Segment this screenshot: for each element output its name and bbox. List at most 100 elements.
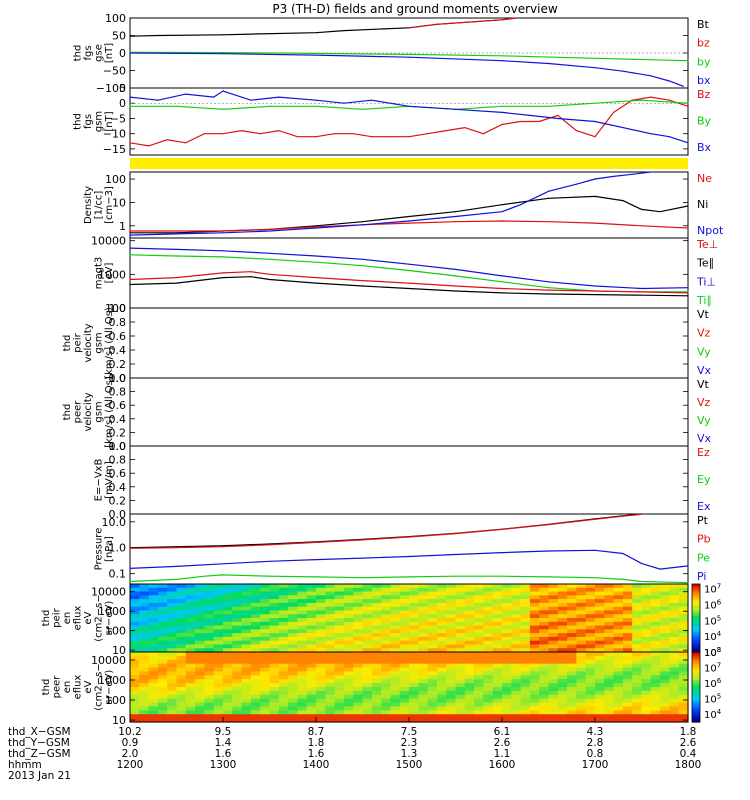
data-point (148, 145, 150, 147)
spectrogram-cell (464, 687, 475, 692)
data-point (538, 120, 540, 123)
spectrogram-cell (241, 687, 252, 692)
spectrogram-cell (650, 659, 661, 665)
spectrogram-cell (678, 621, 689, 627)
spectrogram-cell (167, 621, 178, 627)
spectrogram-cell (502, 679, 512, 684)
spectrogram-cell (548, 652, 559, 657)
spectrogram-cell (362, 694, 373, 700)
spectrogram-cell (167, 663, 178, 669)
spectrogram-cell (232, 599, 243, 604)
spectrogram-cell (130, 683, 140, 688)
y-tick-label: 10.0 (102, 516, 127, 529)
spectrogram-cell (157, 614, 168, 619)
spectrogram-cell (260, 655, 271, 661)
spectrogram-cell (250, 621, 261, 627)
spectrogram-cell (446, 683, 457, 688)
spectrogram-cell (632, 683, 643, 688)
spectrogram-cell (204, 614, 215, 619)
data-point (361, 280, 364, 282)
spectrogram-cell (278, 633, 289, 638)
spectrogram-cell (371, 618, 382, 623)
spectrogram-cell (585, 648, 596, 653)
colorbar-cell (692, 684, 700, 688)
spectrogram-cell (641, 640, 652, 646)
spectrogram-cell (139, 614, 150, 619)
spectrogram-cell (278, 648, 289, 653)
data-point (454, 575, 457, 577)
spectrogram-cell (632, 667, 643, 673)
data-point (315, 105, 317, 107)
spectrogram-cell (464, 625, 475, 630)
spectrogram-cell (213, 671, 224, 676)
spectrogram-cell (306, 718, 317, 723)
spectrogram-cell (622, 690, 633, 696)
spectrogram-cell (390, 683, 401, 688)
spectrogram-cell (557, 706, 568, 711)
spectrogram-cell (204, 648, 215, 653)
spectrogram-cell (585, 633, 596, 638)
spectrogram-cell (557, 587, 568, 593)
spectrogram-cell (557, 595, 568, 600)
spectrogram-cell (483, 718, 494, 723)
spectrogram-cell (139, 591, 150, 596)
colorbar-tick-label: 107 (704, 583, 721, 596)
spectrogram-cell (306, 610, 317, 615)
spectrogram-cell (157, 625, 168, 630)
spectrogram-cell (399, 633, 410, 638)
spectrogram-cell (241, 602, 252, 608)
spectrogram-cell (502, 621, 512, 627)
spectrogram-cell (446, 625, 457, 630)
spectrogram-cell (492, 640, 503, 646)
spectrogram-cell (213, 610, 224, 615)
spectrogram-cell (148, 640, 159, 646)
spectrogram-cell (297, 621, 308, 627)
spectrogram-cell (362, 690, 373, 696)
spectrogram-cell (557, 644, 568, 649)
spectrogram-cell (306, 683, 317, 688)
spectrogram-cell (436, 618, 447, 623)
spectrogram-cell (567, 610, 577, 615)
spectrogram-cell (409, 625, 419, 630)
spectrogram-cell (678, 710, 689, 715)
spectrogram-cell (446, 671, 457, 676)
data-point (250, 271, 252, 273)
data-point (315, 227, 317, 229)
spectrogram-cell (567, 595, 577, 600)
data-point (640, 513, 643, 515)
spectrogram-cell (641, 690, 652, 696)
spectrogram-cell (492, 595, 503, 600)
x-tick-label: 0.9 (122, 737, 139, 749)
data-point (650, 171, 652, 173)
spectrogram-cell (278, 663, 289, 669)
spectrogram-cell (595, 690, 605, 696)
spectrogram-cell (455, 655, 466, 661)
spectrogram-cell (195, 633, 205, 638)
spectrogram-cell (371, 636, 382, 642)
spectrogram-cell (269, 671, 280, 676)
spectrogram-cell (353, 618, 364, 623)
spectrogram-cell (139, 610, 150, 615)
spectrogram-cell (604, 599, 615, 604)
data-point (268, 230, 271, 232)
spectrogram-cell (483, 606, 494, 612)
spectrogram-cell (334, 629, 345, 634)
spectrogram-cell (622, 706, 633, 711)
spectrogram-cell (399, 675, 410, 680)
data-point (515, 17, 517, 19)
spectrogram-cell (185, 625, 196, 630)
spectrogram-cell (669, 591, 680, 596)
spectrogram-cell (241, 675, 252, 680)
spectrogram-cell (557, 663, 568, 669)
spectrogram-cell (362, 584, 373, 589)
spectrogram-cell (362, 606, 373, 612)
spectrogram-cell (195, 671, 205, 676)
x-tick-label: 2.8 (587, 737, 604, 749)
data-point (250, 33, 252, 35)
spectrogram-cell (604, 687, 615, 692)
spectrogram-cell (316, 633, 326, 638)
spectrogram-cell (399, 663, 410, 669)
spectrogram-cell (316, 599, 326, 604)
spectrogram-cell (157, 584, 168, 589)
y-axis-label: eflux (73, 675, 84, 700)
